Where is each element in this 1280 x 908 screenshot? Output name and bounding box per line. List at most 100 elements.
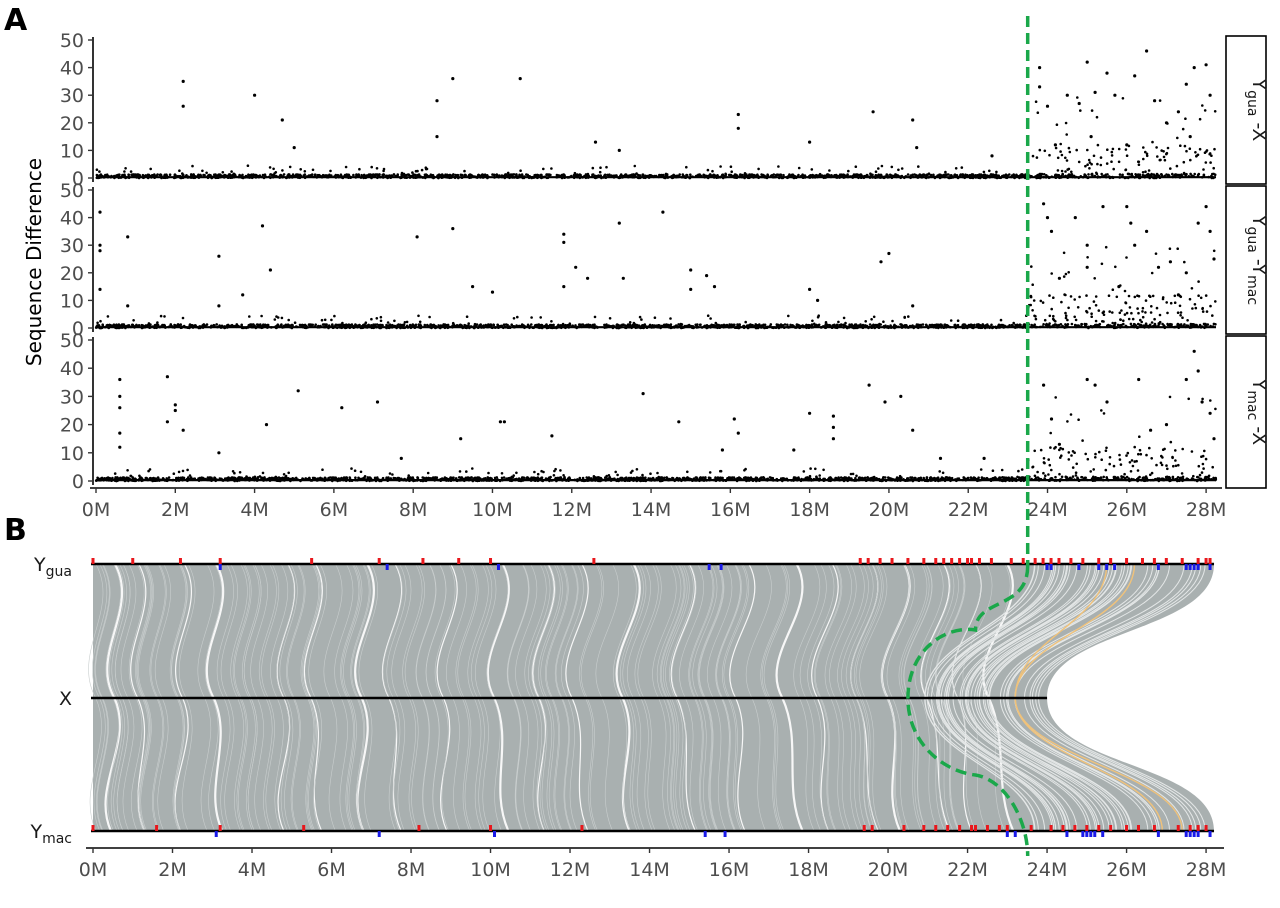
data-point [1166,323,1170,327]
data-point [827,174,830,177]
data-point [1150,321,1154,324]
data-point [789,323,792,327]
data-point [1167,173,1170,177]
data-point [414,173,417,177]
data-point [1191,307,1194,310]
data-point [1173,294,1177,298]
data-point [671,477,675,480]
data-point [542,470,545,474]
data-point [1048,314,1052,318]
data-point [1145,49,1149,53]
data-point [1181,447,1184,451]
data-point [376,476,379,479]
data-point [1145,152,1149,156]
data-point [939,323,942,326]
data-point [1161,322,1164,326]
data-point [388,472,392,475]
data-point [314,323,318,327]
data-point [1155,146,1158,149]
data-point [1163,158,1167,162]
data-point [108,323,111,327]
data-point [1094,452,1097,456]
data-point [367,323,371,327]
data-point [530,316,533,319]
data-point [811,319,814,323]
data-point [638,174,642,177]
data-point [374,323,377,327]
data-point [787,314,790,318]
data-point [709,317,712,320]
data-point [880,164,884,168]
data-point [1192,66,1196,70]
data-point [1090,172,1094,176]
data-point [879,323,882,326]
data-point [1108,456,1112,459]
data-point [1099,163,1103,167]
data-point [402,172,406,176]
data-point [1077,101,1081,106]
data-point [334,323,338,327]
data-point [716,323,719,327]
data-point [833,174,836,177]
data-point [1139,452,1143,456]
data-point [1147,174,1151,177]
data-point [117,323,121,326]
data-point [730,170,733,173]
data-point [1209,304,1212,308]
data-point [1045,216,1050,220]
data-point [1073,323,1077,327]
data-point [269,173,273,176]
data-point [339,173,343,176]
data-point [818,172,822,176]
data-point [1125,154,1129,157]
data-point [1127,172,1131,176]
data-point [504,173,508,176]
data-point [616,323,620,327]
data-point [106,315,110,318]
data-point [246,164,250,167]
data-point [1140,320,1143,324]
data-point [1144,150,1147,154]
data-point [607,173,611,177]
y-tick-label: 40 [60,358,84,380]
data-point [1150,271,1154,275]
data-point [567,324,570,327]
data-point [1034,317,1038,321]
data-point [1212,249,1216,253]
y-tick-label: 30 [60,235,84,257]
data-point [123,170,126,173]
data-point [1183,323,1186,326]
data-point [818,474,821,477]
data-point [186,468,189,472]
data-point [1044,474,1047,478]
data-point [519,169,522,172]
data-point [1106,148,1109,151]
data-point [963,323,966,326]
data-point [743,172,747,175]
data-point [1060,153,1064,157]
data-point [981,323,985,326]
data-point [1194,306,1198,310]
data-point [1211,465,1214,469]
data-point [135,323,138,327]
data-point [1111,147,1115,151]
data-point [1092,300,1096,303]
data-point [126,304,130,308]
data-point [1100,409,1103,412]
data-point [921,323,925,326]
data-point [338,323,342,327]
data-point [1201,307,1204,311]
data-point [1188,147,1192,150]
data-point [1047,458,1050,461]
data-point [1165,151,1169,155]
data-point [598,170,602,174]
data-point [144,174,147,177]
data-point [512,317,516,320]
data-point [1089,135,1093,139]
data-point [1083,322,1087,326]
y-tick-label: 30 [60,85,84,107]
data-point [1086,457,1090,461]
data-point [1048,463,1052,467]
data-point [603,323,606,327]
data-point [1210,154,1213,157]
